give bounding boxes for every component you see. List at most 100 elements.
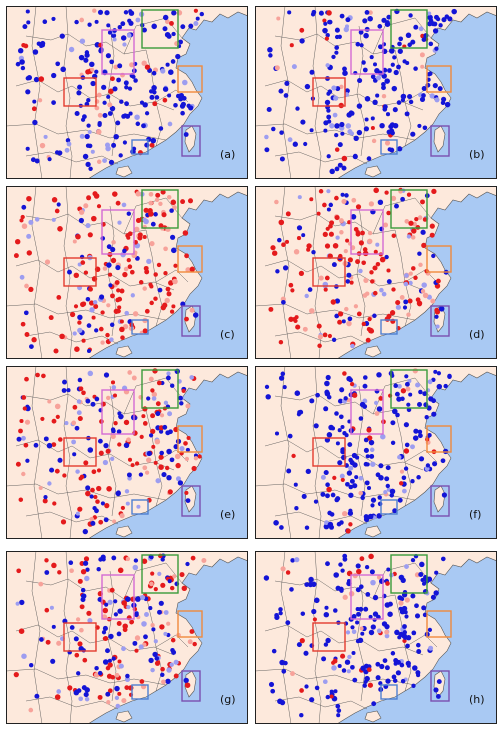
station-dot bbox=[431, 411, 437, 417]
station-dot bbox=[154, 438, 161, 445]
station-dot bbox=[323, 287, 328, 292]
station-dot bbox=[167, 93, 172, 98]
station-dot bbox=[51, 100, 56, 105]
station-dot bbox=[384, 140, 391, 146]
station-dot bbox=[281, 668, 287, 674]
region-box-orange bbox=[177, 245, 203, 273]
station-dot bbox=[341, 198, 347, 204]
station-dot bbox=[373, 187, 379, 194]
station-dot bbox=[384, 78, 390, 84]
station-dot bbox=[72, 239, 77, 244]
station-dot bbox=[363, 277, 369, 283]
station-dot bbox=[120, 21, 126, 27]
station-dot bbox=[156, 660, 161, 665]
station-dot bbox=[106, 673, 113, 679]
station-dot bbox=[365, 592, 371, 597]
station-dot bbox=[18, 428, 23, 434]
station-dot bbox=[381, 93, 387, 99]
station-dot bbox=[411, 266, 416, 271]
panel-frame bbox=[6, 551, 248, 724]
station-dot bbox=[162, 302, 168, 308]
station-dot bbox=[115, 703, 121, 709]
station-dot bbox=[386, 14, 392, 20]
station-dot bbox=[398, 631, 404, 638]
station-dot bbox=[130, 463, 135, 468]
station-dot bbox=[127, 457, 133, 462]
station-dot bbox=[96, 485, 102, 492]
station-dot bbox=[83, 203, 89, 209]
station-dot bbox=[74, 652, 80, 658]
station-dot bbox=[334, 45, 340, 50]
panel-frame bbox=[255, 6, 497, 179]
station-dot bbox=[24, 419, 31, 425]
station-dot bbox=[369, 447, 375, 453]
station-dot bbox=[85, 161, 91, 168]
province-border bbox=[31, 551, 43, 724]
station-dot bbox=[332, 112, 338, 118]
station-dot bbox=[355, 204, 362, 210]
station-dot bbox=[126, 33, 132, 38]
station-dot bbox=[363, 447, 369, 453]
station-dot bbox=[340, 653, 346, 659]
station-dot bbox=[447, 16, 453, 22]
station-dot bbox=[441, 17, 447, 23]
station-dot bbox=[79, 604, 85, 610]
province-border bbox=[280, 366, 292, 539]
station-dot bbox=[293, 482, 298, 487]
province-border bbox=[63, 366, 73, 539]
station-dot bbox=[393, 658, 399, 663]
station-dot bbox=[135, 596, 141, 602]
station-dot bbox=[334, 313, 340, 319]
map-panel-e-svg: (e) bbox=[6, 366, 248, 539]
station-dot bbox=[334, 50, 339, 55]
station-dot bbox=[405, 643, 410, 649]
station-dot bbox=[274, 614, 280, 621]
station-dot bbox=[398, 36, 404, 42]
station-dot bbox=[21, 471, 26, 477]
station-dot bbox=[336, 713, 341, 718]
station-dot bbox=[397, 455, 402, 460]
station-dot bbox=[351, 197, 357, 203]
station-dot bbox=[356, 129, 363, 136]
station-dot bbox=[358, 475, 364, 481]
station-dot bbox=[125, 556, 131, 562]
station-dot bbox=[193, 8, 199, 13]
station-dot bbox=[414, 216, 419, 222]
station-dot bbox=[334, 27, 340, 33]
station-dot bbox=[87, 370, 94, 377]
station-dot bbox=[80, 301, 86, 308]
station-dot bbox=[77, 314, 83, 320]
station-dot bbox=[122, 623, 128, 629]
panel-frame bbox=[255, 551, 497, 724]
station-dot bbox=[410, 593, 416, 599]
station-dot bbox=[358, 606, 364, 612]
station-dot bbox=[37, 98, 43, 103]
station-dot bbox=[413, 24, 419, 30]
station-dot bbox=[173, 263, 178, 268]
station-dot bbox=[81, 338, 86, 343]
station-dot bbox=[323, 128, 328, 133]
region-box-purple bbox=[181, 485, 201, 517]
station-dot bbox=[185, 447, 190, 452]
station-dot bbox=[387, 611, 393, 617]
station-dot bbox=[425, 463, 431, 468]
station-dot bbox=[358, 268, 363, 274]
station-dot bbox=[180, 101, 186, 107]
station-dot bbox=[323, 611, 330, 618]
station-dot bbox=[19, 274, 25, 280]
station-dot bbox=[77, 377, 83, 383]
station-dot bbox=[386, 279, 392, 285]
station-dot bbox=[171, 31, 176, 37]
station-dot bbox=[182, 79, 188, 86]
station-dot bbox=[93, 300, 98, 305]
station-dot bbox=[335, 86, 341, 92]
station-dot bbox=[51, 72, 57, 79]
station-dot bbox=[107, 599, 113, 605]
station-dot bbox=[263, 575, 270, 581]
station-dot bbox=[76, 399, 82, 404]
station-dot bbox=[444, 101, 451, 108]
province-border bbox=[6, 483, 167, 501]
station-dot bbox=[334, 411, 339, 416]
station-dot bbox=[85, 485, 91, 491]
station-dot bbox=[434, 309, 441, 315]
